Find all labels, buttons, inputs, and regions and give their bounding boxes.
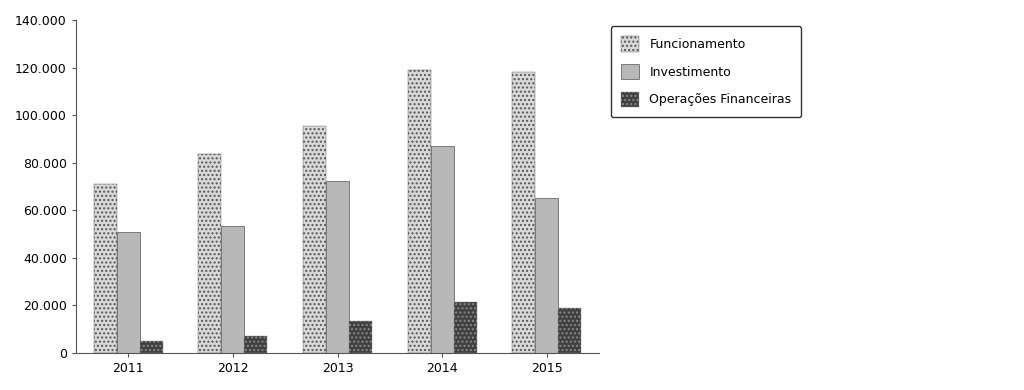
Bar [221, 226, 245, 353]
Bar [454, 302, 477, 353]
Bar [326, 181, 349, 353]
Legend: Funcionamento, Investimento, Operações Financeiras: Funcionamento, Investimento, Operações F… [610, 26, 802, 117]
Bar [245, 336, 267, 353]
Bar [408, 70, 431, 353]
Bar [93, 184, 117, 353]
Bar [303, 126, 326, 353]
Bar [139, 341, 163, 353]
Bar [199, 154, 221, 353]
Bar [512, 72, 536, 353]
Bar [117, 232, 139, 353]
Bar [536, 199, 558, 353]
Bar [349, 321, 372, 353]
Bar [431, 146, 454, 353]
Bar [558, 308, 582, 353]
